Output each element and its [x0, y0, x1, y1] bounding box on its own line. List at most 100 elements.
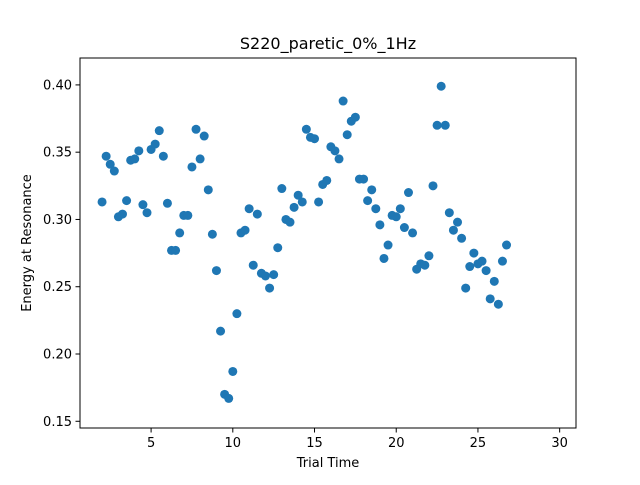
data-point — [252, 209, 262, 219]
data-point — [142, 208, 152, 218]
data-point — [395, 204, 405, 214]
y-tick-label: 0.35 — [43, 146, 72, 161]
data-point — [207, 229, 217, 239]
data-point — [310, 134, 320, 144]
data-point — [371, 204, 381, 214]
data-point — [399, 223, 409, 233]
x-tick-label: 20 — [388, 436, 405, 451]
data-point — [117, 209, 127, 219]
data-point — [244, 204, 254, 214]
data-point — [350, 112, 360, 122]
data-point — [289, 202, 299, 212]
data-point — [297, 197, 307, 207]
data-point — [469, 248, 479, 258]
chart-title: S220_paretic_0%_1Hz — [240, 34, 416, 54]
y-tick-label: 0.25 — [43, 280, 72, 295]
data-point — [465, 262, 475, 272]
data-point — [448, 225, 458, 235]
y-tick-label: 0.40 — [43, 78, 72, 93]
data-point — [342, 130, 352, 140]
y-axis-label: Energy at Resonance — [20, 174, 35, 312]
data-point — [269, 270, 279, 280]
data-point — [420, 260, 430, 270]
points-layer — [97, 81, 512, 403]
data-point — [403, 188, 413, 198]
data-point — [122, 196, 132, 206]
data-point — [293, 190, 303, 200]
data-point — [138, 200, 148, 210]
data-point — [162, 198, 172, 208]
x-tick-label: 10 — [225, 436, 242, 451]
data-point — [260, 271, 270, 281]
data-point — [224, 393, 234, 403]
data-point — [150, 139, 160, 149]
data-point — [195, 154, 205, 164]
data-point — [228, 366, 238, 376]
data-point — [432, 120, 442, 130]
data-point — [485, 294, 495, 304]
data-point — [248, 260, 258, 270]
data-point — [240, 225, 250, 235]
data-point — [457, 233, 467, 243]
data-point — [187, 162, 197, 172]
data-point — [211, 266, 221, 276]
data-point — [285, 217, 295, 227]
data-point — [216, 326, 226, 336]
x-tick-label: 25 — [470, 436, 487, 451]
data-point — [203, 185, 213, 195]
data-point — [502, 240, 512, 250]
data-point — [391, 212, 401, 222]
data-point — [154, 126, 164, 136]
data-point — [191, 124, 201, 134]
data-point — [477, 256, 487, 266]
x-tick-label: 15 — [306, 436, 323, 451]
ticks-layer: 5 10 15 20 25 30 0.15 0.20 0.25 0.30 0.35 0.40 — [43, 78, 568, 451]
data-point — [130, 154, 140, 164]
data-point — [497, 256, 507, 266]
data-point — [171, 245, 181, 255]
data-point — [359, 174, 369, 184]
data-point — [314, 197, 324, 207]
data-point — [273, 243, 283, 253]
data-point — [436, 81, 446, 91]
data-point — [444, 208, 454, 218]
data-point — [105, 159, 115, 169]
data-point — [97, 197, 107, 207]
data-point — [428, 181, 438, 191]
data-point — [183, 210, 193, 220]
plot-frame — [79, 57, 577, 429]
y-tick-label: 0.30 — [43, 213, 72, 228]
data-point — [367, 185, 377, 195]
data-point — [175, 228, 185, 238]
data-point — [330, 146, 340, 156]
data-point — [338, 96, 348, 106]
data-point — [383, 240, 393, 250]
x-tick-label: 5 — [147, 436, 155, 451]
data-point — [158, 151, 168, 161]
data-point — [453, 217, 463, 227]
data-point — [408, 228, 418, 238]
data-point — [379, 253, 389, 263]
data-point — [134, 146, 144, 156]
data-point — [322, 175, 332, 185]
data-point — [101, 151, 111, 161]
data-point — [232, 309, 242, 319]
x-tick-label: 30 — [551, 436, 568, 451]
data-point — [363, 196, 373, 206]
data-point — [265, 283, 275, 293]
y-tick-label: 0.15 — [43, 415, 72, 430]
plot-area — [80, 58, 576, 428]
data-point — [199, 131, 209, 141]
data-point — [461, 283, 471, 293]
data-point — [375, 220, 385, 230]
data-point — [440, 120, 450, 130]
data-point — [489, 276, 499, 286]
data-point — [493, 299, 503, 309]
data-point — [334, 154, 344, 164]
data-point — [301, 124, 311, 134]
data-point — [109, 166, 119, 176]
y-tick-label: 0.20 — [43, 348, 72, 363]
data-point — [277, 184, 287, 194]
